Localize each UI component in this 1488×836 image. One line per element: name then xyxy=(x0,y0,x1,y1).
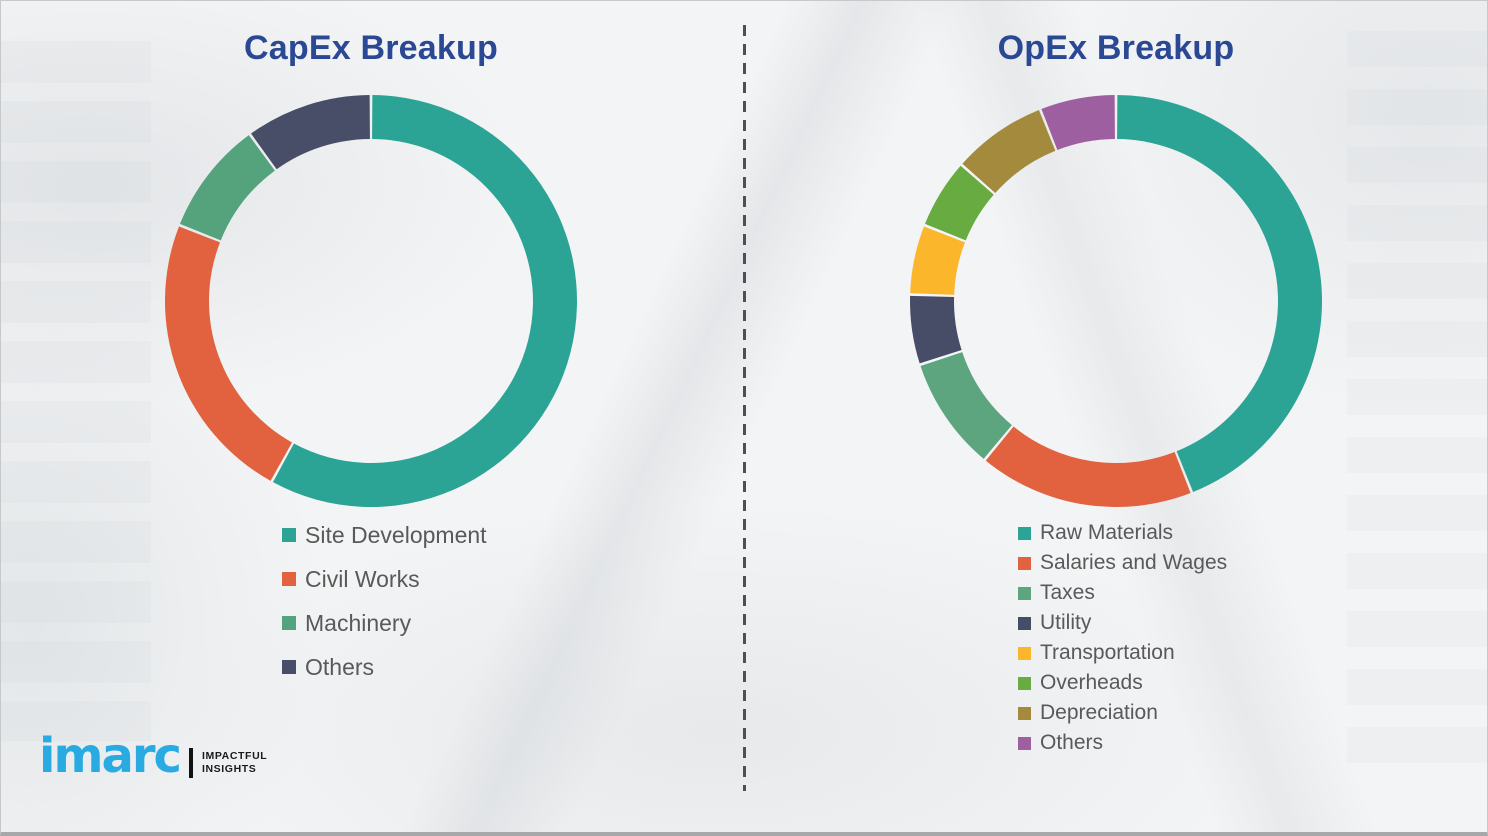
legend-item-salaries-and-wages: Salaries and Wages xyxy=(1018,548,1227,578)
donut-segment-raw-materials xyxy=(1117,95,1323,493)
capex-legend: Site Development Civil Works Machinery Othe… xyxy=(282,513,487,689)
legend-swatch xyxy=(1018,586,1031,600)
legend-swatch xyxy=(1018,706,1031,720)
tagline-line2: INSIGHTS xyxy=(201,763,257,775)
legend-label: Taxes xyxy=(1040,581,1095,604)
opex-donut-chart xyxy=(909,95,1323,507)
donut-segment-site-development xyxy=(272,95,577,507)
legend-label: Transportation xyxy=(1040,641,1175,664)
donut-segment-taxes xyxy=(920,352,1012,459)
donut-segment-others xyxy=(1041,95,1115,150)
legend-swatch xyxy=(282,528,296,542)
background-texture-left xyxy=(1,41,151,741)
legend-item-machinery: Machinery xyxy=(282,601,487,645)
legend-swatch xyxy=(1018,676,1031,690)
legend-item-overheads: Overheads xyxy=(1018,668,1227,698)
imarc-logo-wordmark: imarc xyxy=(39,728,182,784)
legend-item-site-development: Site Development xyxy=(282,513,487,557)
donut-segment-others xyxy=(251,95,370,170)
legend-item-utility: Utility xyxy=(1018,608,1227,638)
donut-segment-salaries-and-wages xyxy=(985,426,1191,507)
legend-item-others: Others xyxy=(282,645,487,689)
donut-segment-machinery xyxy=(179,135,275,241)
legend-label: Salaries and Wages xyxy=(1040,551,1228,574)
legend-swatch xyxy=(1018,556,1031,570)
imarc-logo-divider-bar xyxy=(188,748,193,778)
donut-segment-civil-works xyxy=(165,226,293,481)
opex-title: OpEx Breakup xyxy=(997,29,1235,67)
donut-segment-transportation xyxy=(910,226,965,295)
capex-donut-chart xyxy=(165,95,577,507)
legend-label: Site Development xyxy=(305,521,487,548)
legend-label: Depreciation xyxy=(1040,701,1158,724)
donut-segment-utility xyxy=(909,295,962,364)
legend-item-transportation: Transportation xyxy=(1018,638,1227,668)
donut-segment-depreciation xyxy=(962,109,1056,194)
imarc-logo: imarc IMPACTFUL INSIGHTS xyxy=(39,732,267,780)
legend-item-taxes: Taxes xyxy=(1018,578,1227,608)
legend-item-depreciation: Depreciation xyxy=(1018,698,1227,728)
legend-label: Utility xyxy=(1040,611,1092,634)
legend-swatch xyxy=(1018,736,1031,750)
legend-swatch xyxy=(282,572,296,586)
legend-item-civil-works: Civil Works xyxy=(282,557,487,601)
legend-item-others: Others xyxy=(1018,728,1227,758)
imarc-logo-tagline: IMPACTFUL INSIGHTS xyxy=(202,750,267,776)
background-texture-right xyxy=(1347,31,1487,771)
tagline-line1: IMPACTFUL xyxy=(201,749,268,762)
dashed-divider xyxy=(743,25,746,791)
legend-swatch xyxy=(1018,616,1031,630)
opex-legend: Raw Materials Salaries and Wages Taxes Util… xyxy=(1018,518,1227,758)
legend-swatch xyxy=(1018,526,1031,540)
capex-title: CapEx Breakup xyxy=(244,29,498,67)
legend-label: Others xyxy=(305,653,375,680)
legend-label: Civil Works xyxy=(305,565,420,592)
donut-segment-overheads xyxy=(924,165,994,241)
legend-swatch xyxy=(282,616,296,630)
legend-swatch xyxy=(282,660,296,674)
legend-label: Others xyxy=(1040,731,1104,754)
legend-swatch xyxy=(1018,646,1031,660)
legend-label: Raw Materials xyxy=(1040,521,1174,544)
legend-item-raw-materials: Raw Materials xyxy=(1018,518,1227,548)
legend-label: Overheads xyxy=(1040,671,1143,694)
legend-label: Machinery xyxy=(305,609,412,636)
